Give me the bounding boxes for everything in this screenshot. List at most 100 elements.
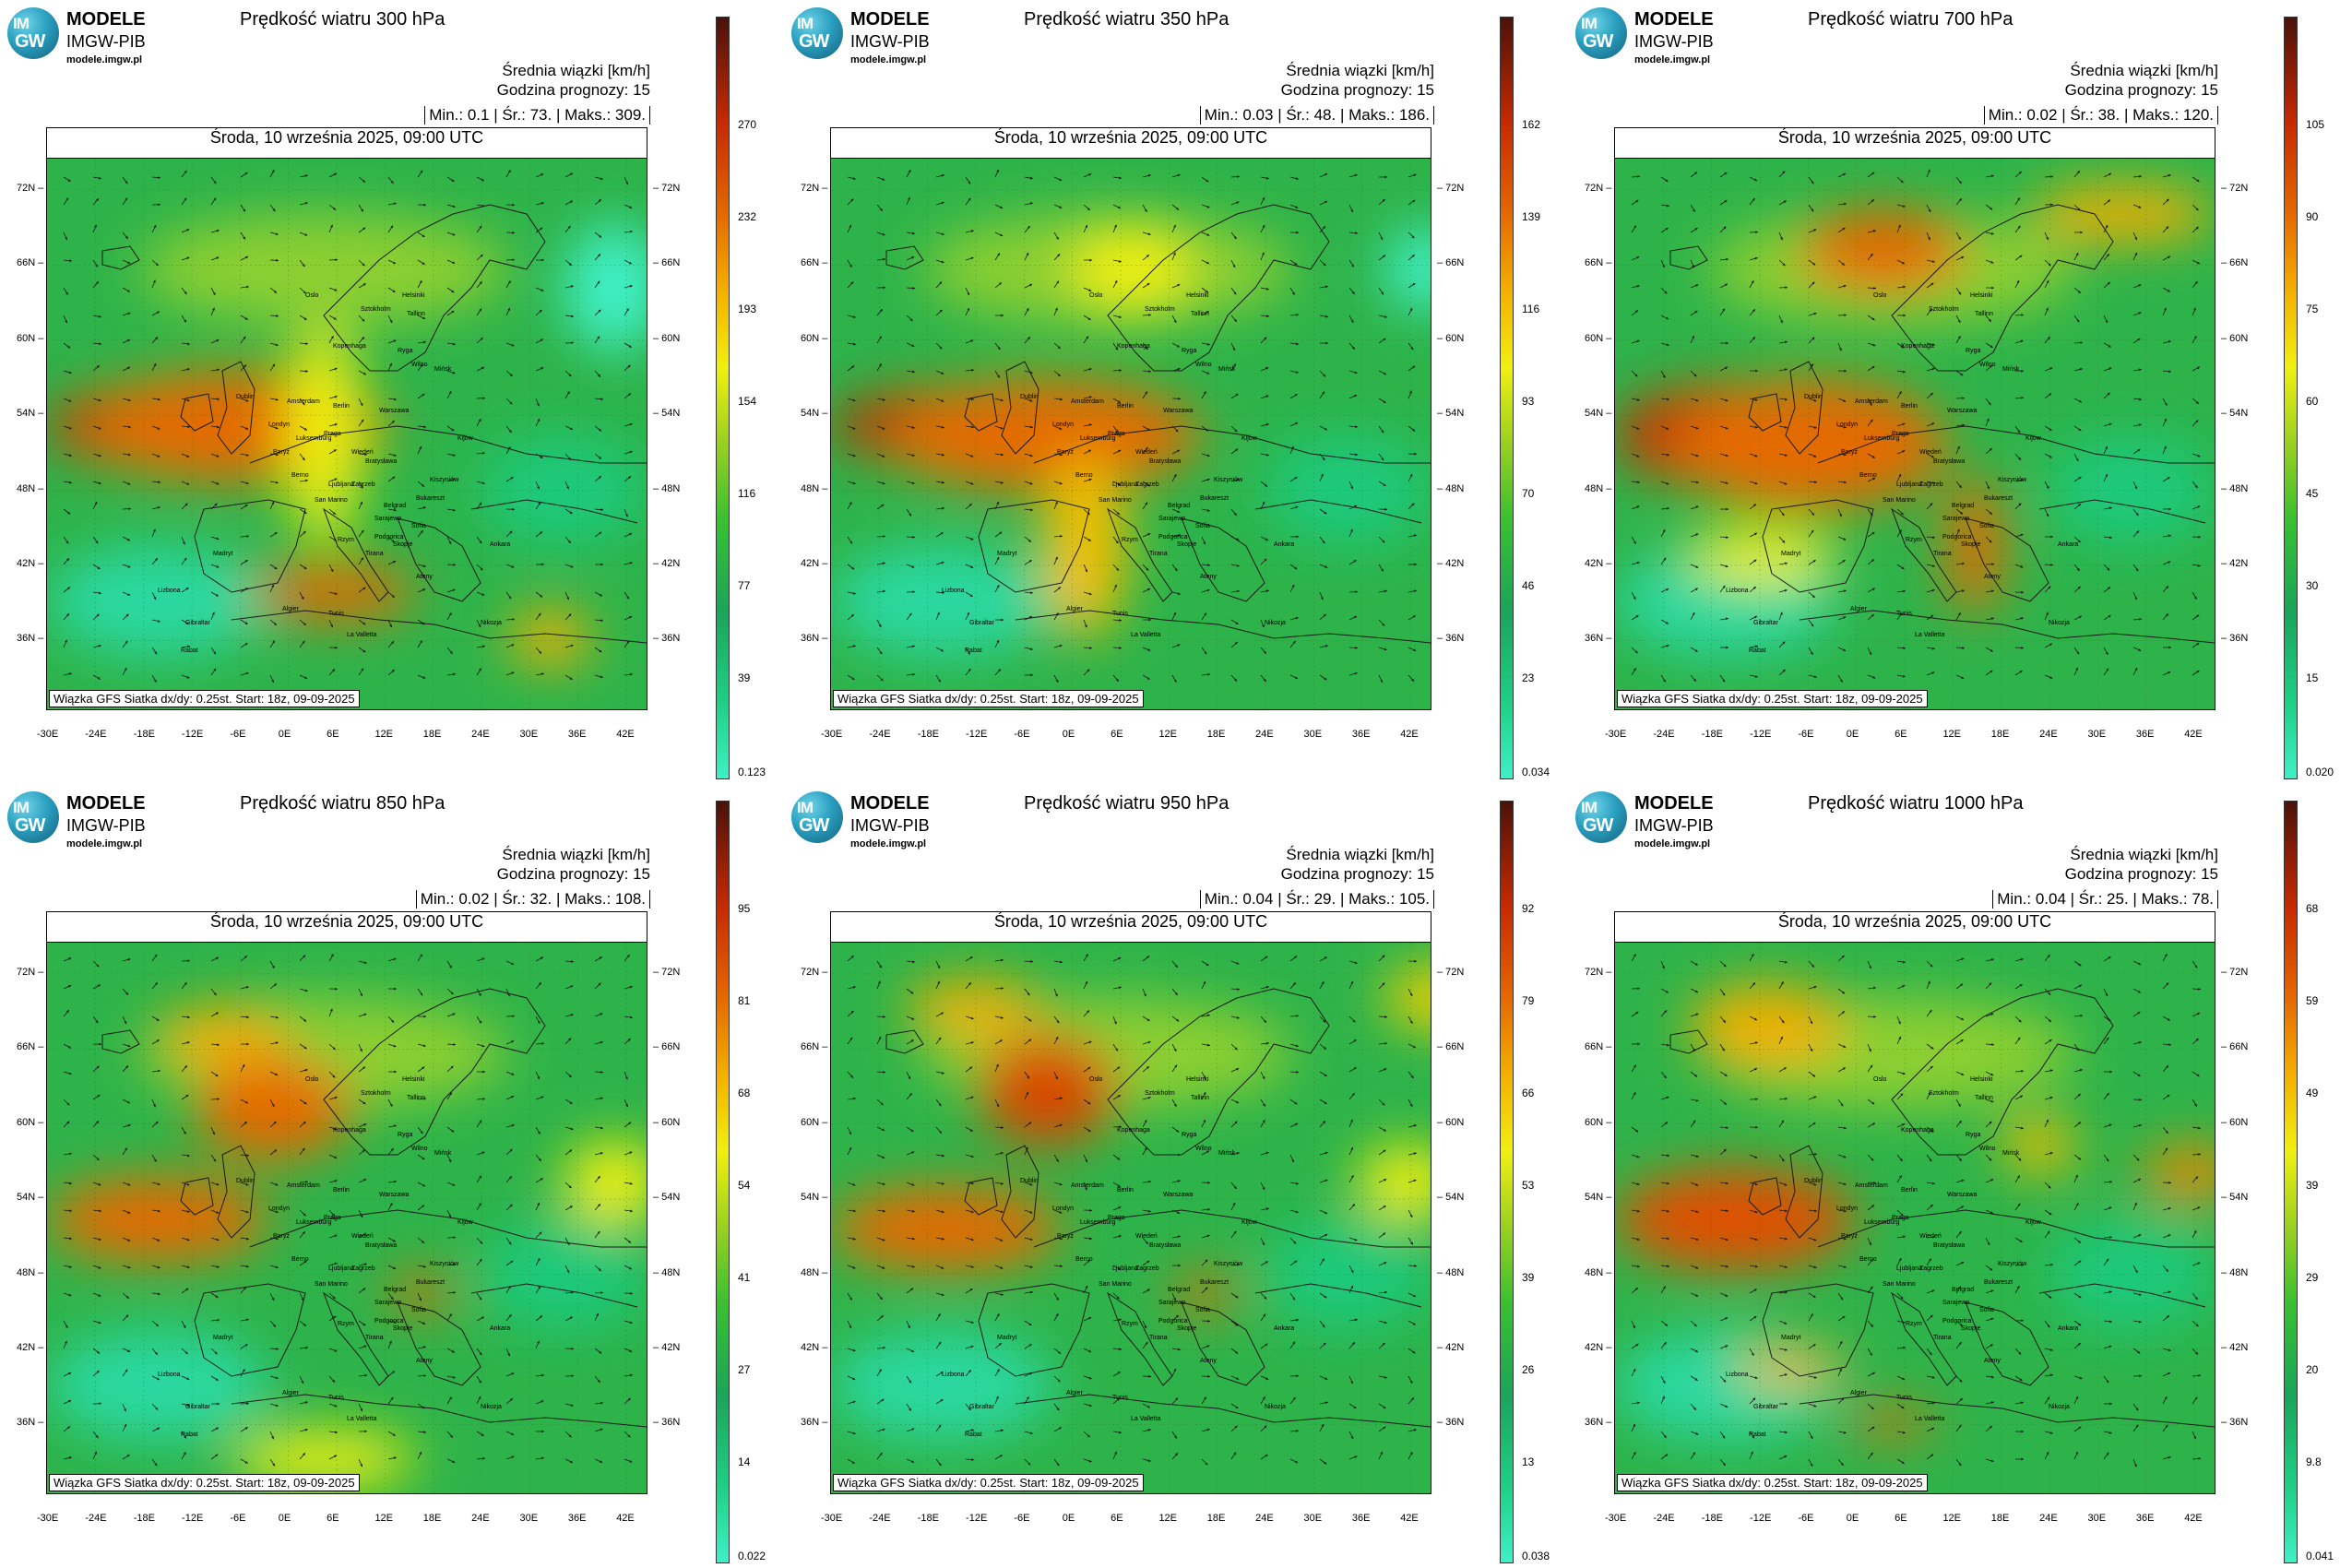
wind-arrowhead	[1321, 597, 1324, 600]
wind-speed-area	[1384, 966, 1431, 1030]
wind-arrowhead	[1900, 180, 1904, 184]
wind-arrowhead	[186, 256, 190, 260]
wind-arrowhead	[1987, 486, 1990, 490]
wind-arrowhead	[2197, 564, 2201, 567]
wind-arrowhead	[2166, 226, 2169, 230]
wind-arrowhead	[1174, 1435, 1177, 1439]
latitude-label: 60N –	[17, 1116, 44, 1128]
wind-arrowhead	[507, 993, 510, 997]
wind-arrowhead	[1755, 369, 1758, 373]
min-label: Min.:	[1997, 890, 2032, 908]
wind-arrowhead	[1296, 1070, 1299, 1074]
wind-arrowhead	[627, 1039, 631, 1041]
wind-arrowhead	[1296, 1374, 1299, 1378]
wind-arrowhead	[1294, 476, 1298, 480]
wind-arrowhead	[1899, 1158, 1903, 1162]
city-label: Gibraltar	[185, 620, 211, 626]
wind-arrowhead	[850, 198, 854, 202]
wind-arrowhead	[566, 391, 570, 395]
logo-line-1: MODELE	[66, 793, 146, 814]
color-scale-label: 30	[2306, 579, 2319, 592]
wind-arrowhead	[1147, 1429, 1151, 1431]
wind-arrowhead	[272, 208, 276, 212]
city-label: Praga	[1892, 431, 1909, 437]
wind-arrowhead	[360, 501, 363, 505]
wind-arrowhead	[1902, 450, 1906, 453]
wind-arrowhead	[2106, 1037, 2109, 1040]
wind-arrowhead	[1413, 173, 1417, 177]
wind-arrowhead	[1088, 396, 1092, 399]
wind-arrowhead	[362, 263, 365, 267]
city-label: Londyn	[268, 1206, 290, 1212]
color-scale-label: 46	[1522, 579, 1535, 592]
wind-arrowhead	[1001, 958, 1004, 962]
wind-arrowhead	[2165, 1131, 2168, 1134]
logo-mark-bottom: GW	[799, 31, 829, 52]
wind-arrowhead	[1262, 1187, 1265, 1190]
wind-arrowhead	[629, 985, 633, 989]
city-label: Sofia	[1979, 523, 1994, 529]
wind-arrowhead	[1089, 1208, 1092, 1212]
wind-arrowhead	[1413, 648, 1417, 651]
longitude-label: 36E	[2135, 729, 2155, 740]
color-scale-label: 0.022	[738, 1550, 766, 1562]
wind-arrowhead	[335, 646, 338, 649]
wind-arrowhead	[1961, 957, 1965, 961]
wind-arrowhead	[1812, 1074, 1816, 1077]
wind-arrowhead	[127, 261, 131, 264]
latitude-label: 48N –	[17, 482, 44, 494]
wind-arrowhead	[1294, 1101, 1298, 1105]
wind-arrowhead	[155, 1324, 159, 1326]
city-label: Tallinn	[1975, 311, 1993, 317]
wind-arrowhead	[1028, 560, 1032, 563]
wind-arrowhead	[879, 1296, 883, 1300]
wind-arrowhead	[1029, 283, 1033, 287]
wind-arrowhead	[511, 564, 515, 568]
wind-arrowhead	[940, 648, 944, 652]
imgw-logo-icon: IM GW	[1575, 791, 1627, 843]
logo-line-1: MODELE	[850, 793, 930, 814]
wind-arrowhead	[600, 1040, 603, 1044]
city-label: Praga	[324, 431, 341, 437]
wind-arrowhead	[1813, 1265, 1817, 1269]
latitude-label: 72N –	[801, 182, 828, 194]
wind-arrowhead	[1146, 483, 1150, 487]
wind-arrowhead	[1176, 1018, 1180, 1022]
wind-arrowhead	[422, 1322, 426, 1324]
wind-arrowhead	[1236, 1068, 1240, 1071]
wind-arrowhead	[912, 1237, 915, 1241]
logo-mark-top: IM	[1581, 15, 1598, 32]
wind-arrowhead	[624, 1076, 628, 1080]
city-label: Ryga	[1966, 348, 1980, 354]
wind-arrowhead	[1409, 992, 1413, 996]
latitude-label: – 54N	[1437, 1192, 1465, 1204]
wind-arrowhead	[1844, 314, 1847, 317]
wind-arrowhead	[1960, 1039, 1964, 1042]
wind-arrowhead	[95, 264, 98, 267]
wind-arrowhead	[1030, 591, 1033, 595]
wind-arrowhead	[479, 308, 481, 312]
forecast-hour-label: Godzina prognozy: 15	[1280, 81, 1434, 99]
wind-arrowhead	[1930, 282, 1934, 286]
wind-arrowhead	[629, 284, 633, 288]
wind-arrowhead	[879, 336, 882, 339]
wind-arrowhead	[127, 339, 131, 342]
wind-arrowhead	[1412, 283, 1416, 286]
latitude-label: – 66N	[1437, 257, 1465, 269]
wind-arrowhead	[1636, 561, 1640, 564]
wind-arrowhead	[1844, 202, 1847, 206]
longitude-label: 6E	[1111, 1513, 1123, 1524]
wind-speed-area	[1071, 228, 1191, 311]
city-label: Tunis	[1112, 1395, 1128, 1401]
wind-arrowhead	[125, 992, 129, 995]
wind-field: Oslo HelsinkiSztokholmTallinnRygaKopenhag…	[1615, 943, 2215, 1493]
city-labels: Oslo HelsinkiSztokholmTallinnRygaKopenhag…	[942, 292, 1294, 654]
wind-arrowhead	[852, 1237, 856, 1241]
wind-arrowhead	[1324, 1295, 1327, 1299]
wind-arrowhead	[1207, 1043, 1210, 1047]
wind-arrowhead	[1087, 669, 1090, 672]
wind-arrowhead	[1177, 534, 1181, 537]
wind-arrowhead	[2134, 667, 2138, 671]
wind-arrowhead	[509, 1398, 513, 1402]
wind-arrowhead	[882, 1182, 885, 1185]
